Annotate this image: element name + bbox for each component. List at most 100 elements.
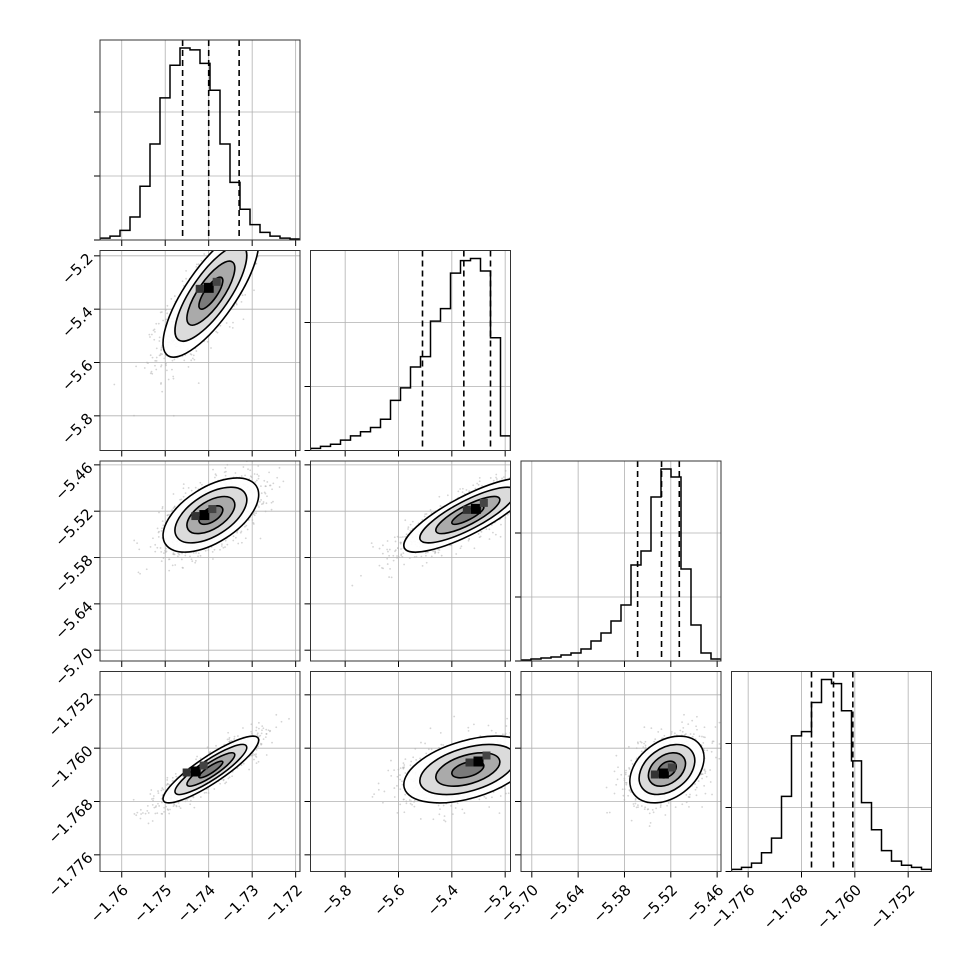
sample-point	[518, 480, 520, 482]
sample-point	[269, 229, 271, 231]
sample-point	[179, 498, 181, 501]
sample-point	[468, 490, 471, 493]
histogram-panel-2	[304, 250, 511, 457]
sample-point	[390, 576, 393, 579]
sample-point	[216, 331, 219, 334]
sample-point	[240, 240, 242, 242]
sample-point	[258, 727, 260, 730]
sample-point	[259, 210, 261, 212]
sample-point	[168, 513, 170, 516]
sample-point	[189, 555, 191, 558]
sample-point	[518, 494, 520, 496]
sample-point	[474, 487, 477, 490]
sample-point	[386, 540, 389, 542]
sample-point	[249, 227, 251, 229]
sample-point	[215, 744, 217, 747]
sample-point	[515, 485, 517, 487]
sample-point	[404, 519, 407, 522]
sample-point	[226, 243, 228, 245]
sample-point	[564, 464, 566, 466]
sample-point	[522, 482, 524, 484]
histogram-panel-1	[94, 39, 301, 246]
sample-point	[494, 533, 497, 536]
sample-point	[532, 466, 534, 468]
sample-point	[241, 294, 244, 297]
sample-point	[524, 481, 526, 483]
sample-point	[522, 496, 524, 498]
sample-point	[276, 476, 279, 479]
sample-point	[513, 482, 515, 484]
sample-point	[268, 484, 271, 487]
density-layer	[351, 464, 566, 587]
sample-point	[264, 485, 267, 488]
sample-point	[242, 318, 245, 321]
sample-point	[224, 539, 227, 542]
sample-point	[459, 488, 462, 490]
panel-frame	[520, 460, 722, 662]
sample-point	[526, 485, 528, 487]
sample-point	[278, 486, 281, 488]
sample-point	[222, 546, 225, 549]
sample-point	[153, 338, 156, 341]
sample-point	[409, 523, 412, 526]
density-cell	[208, 505, 217, 514]
sample-point	[400, 548, 402, 550]
sample-point	[527, 485, 529, 487]
sample-point	[231, 247, 233, 249]
sample-point	[211, 550, 214, 553]
sample-point	[172, 414, 175, 417]
sample-point	[195, 758, 197, 761]
sample-point	[247, 236, 249, 238]
sample-point	[166, 304, 169, 307]
sample-point	[194, 561, 197, 564]
sample-point	[253, 289, 255, 292]
sample-point	[238, 246, 240, 248]
sample-point	[161, 353, 163, 356]
sample-point	[233, 735, 236, 738]
sample-point	[237, 735, 239, 737]
sample-point	[250, 476, 253, 479]
sample-point	[403, 563, 405, 566]
sample-point	[254, 480, 257, 483]
sample-point	[197, 552, 200, 555]
sample-point	[263, 242, 265, 244]
sample-point	[511, 515, 513, 517]
sample-point	[250, 732, 253, 735]
sample-point	[259, 500, 261, 503]
sample-point	[514, 499, 516, 501]
sample-point	[224, 467, 227, 469]
sample-point	[263, 238, 265, 240]
sample-point	[514, 487, 516, 489]
sample-point	[522, 487, 524, 489]
sample-point	[476, 482, 479, 485]
sample-point	[169, 808, 171, 811]
sample-point	[257, 212, 259, 214]
sample-point	[473, 547, 476, 550]
sample-point	[251, 246, 253, 248]
sample-point	[255, 512, 257, 515]
sample-point	[190, 353, 193, 356]
sample-point	[495, 473, 498, 476]
sample-point	[550, 497, 552, 499]
sample-point	[242, 227, 244, 229]
sample-point	[165, 784, 168, 786]
sample-point	[468, 538, 470, 540]
sample-point	[263, 479, 266, 482]
sample-point	[248, 229, 250, 231]
sample-point	[226, 244, 228, 246]
sample-point	[514, 495, 516, 497]
sample-point	[481, 484, 483, 487]
sample-point	[154, 359, 157, 362]
sample-point	[430, 512, 433, 514]
sample-point	[171, 564, 174, 567]
histogram-step-line	[731, 678, 932, 872]
sample-point	[522, 478, 524, 480]
sample-point	[515, 491, 517, 493]
sample-point	[161, 520, 164, 522]
sample-point	[516, 490, 518, 492]
sample-point	[408, 557, 411, 560]
sample-point	[187, 486, 190, 489]
sample-point	[512, 482, 514, 484]
sample-point	[360, 574, 362, 577]
sample-point	[197, 555, 199, 558]
